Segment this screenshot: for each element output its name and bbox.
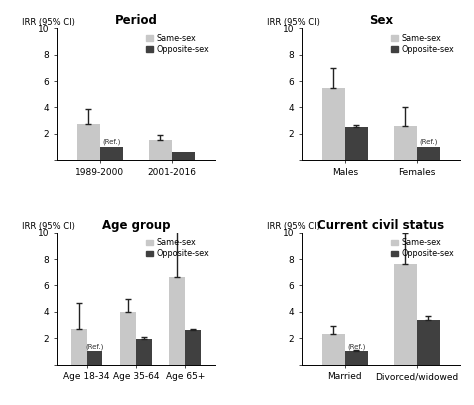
- Title: Period: Period: [114, 14, 157, 27]
- Bar: [100, 147, 123, 160]
- Title: Sex: Sex: [369, 14, 393, 27]
- Text: (Ref.): (Ref.): [347, 343, 365, 350]
- Bar: [417, 320, 440, 364]
- Bar: [77, 124, 100, 160]
- Bar: [185, 330, 201, 364]
- Bar: [322, 334, 345, 364]
- Text: IRR (95% CI): IRR (95% CI): [22, 18, 75, 27]
- Bar: [394, 264, 417, 364]
- Bar: [149, 141, 172, 160]
- Legend: Same-sex, Opposite-sex: Same-sex, Opposite-sex: [145, 237, 211, 260]
- Bar: [172, 151, 195, 160]
- Bar: [394, 126, 417, 160]
- Bar: [71, 329, 86, 364]
- Bar: [86, 351, 102, 364]
- Text: (Ref.): (Ref.): [85, 343, 104, 350]
- Text: IRR (95% CI): IRR (95% CI): [22, 222, 75, 231]
- Bar: [136, 339, 152, 364]
- Text: IRR (95% CI): IRR (95% CI): [267, 18, 320, 27]
- Legend: Same-sex, Opposite-sex: Same-sex, Opposite-sex: [389, 237, 456, 260]
- Title: Age group: Age group: [101, 219, 170, 232]
- Title: Current civil status: Current civil status: [317, 219, 444, 232]
- Text: IRR (95% CI): IRR (95% CI): [267, 222, 320, 231]
- Bar: [322, 87, 345, 160]
- Legend: Same-sex, Opposite-sex: Same-sex, Opposite-sex: [145, 32, 211, 55]
- Bar: [170, 277, 185, 364]
- Text: (Ref.): (Ref.): [419, 139, 438, 145]
- Legend: Same-sex, Opposite-sex: Same-sex, Opposite-sex: [389, 32, 456, 55]
- Bar: [345, 126, 368, 160]
- Text: (Ref.): (Ref.): [102, 139, 121, 145]
- Bar: [417, 147, 440, 160]
- Bar: [345, 351, 368, 364]
- Bar: [120, 312, 136, 364]
